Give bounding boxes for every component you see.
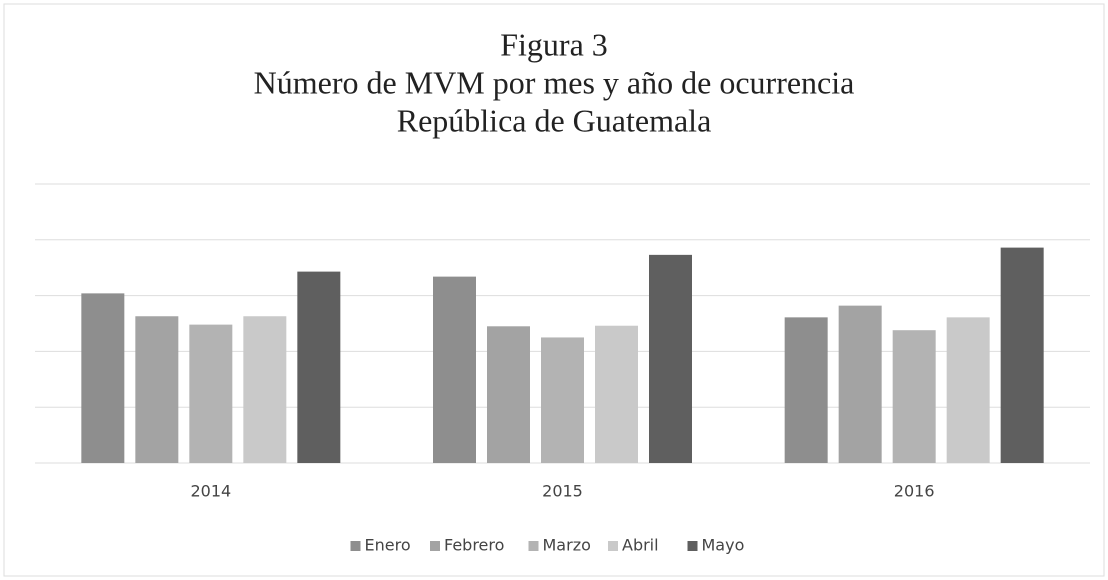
legend-swatch bbox=[350, 541, 361, 551]
x-tick-label: 2015 bbox=[542, 482, 583, 501]
bar bbox=[1000, 247, 1044, 463]
chart-title: Figura 3 bbox=[500, 26, 608, 62]
x-tick-label: 2014 bbox=[190, 482, 231, 501]
bar bbox=[784, 317, 828, 463]
bar bbox=[838, 305, 882, 463]
legend-label: Enero bbox=[365, 536, 411, 555]
bar bbox=[243, 316, 287, 463]
bar bbox=[946, 317, 990, 463]
bar bbox=[541, 337, 584, 463]
bar bbox=[81, 293, 125, 463]
legend-swatch bbox=[528, 541, 539, 551]
legend-label: Mayo bbox=[702, 536, 745, 555]
bar bbox=[433, 276, 476, 463]
legend-swatch bbox=[430, 541, 440, 551]
legend-label: Marzo bbox=[543, 536, 591, 555]
chart-frame bbox=[3, 3, 1105, 577]
bar bbox=[892, 330, 936, 463]
bar bbox=[297, 271, 341, 463]
legend-label: Febrero bbox=[444, 536, 504, 555]
legend-swatch bbox=[687, 541, 698, 551]
chart-title: Número de MVM por mes y año de ocurrenci… bbox=[254, 64, 855, 100]
legend-label: Abril bbox=[622, 536, 659, 555]
bar bbox=[135, 316, 179, 463]
bar bbox=[595, 325, 638, 463]
legend-swatch bbox=[608, 541, 618, 551]
bar bbox=[487, 326, 530, 463]
bar bbox=[189, 324, 233, 463]
x-tick-label: 2016 bbox=[894, 482, 935, 501]
bar bbox=[649, 254, 692, 463]
chart-title: República de Guatemala bbox=[397, 102, 712, 138]
